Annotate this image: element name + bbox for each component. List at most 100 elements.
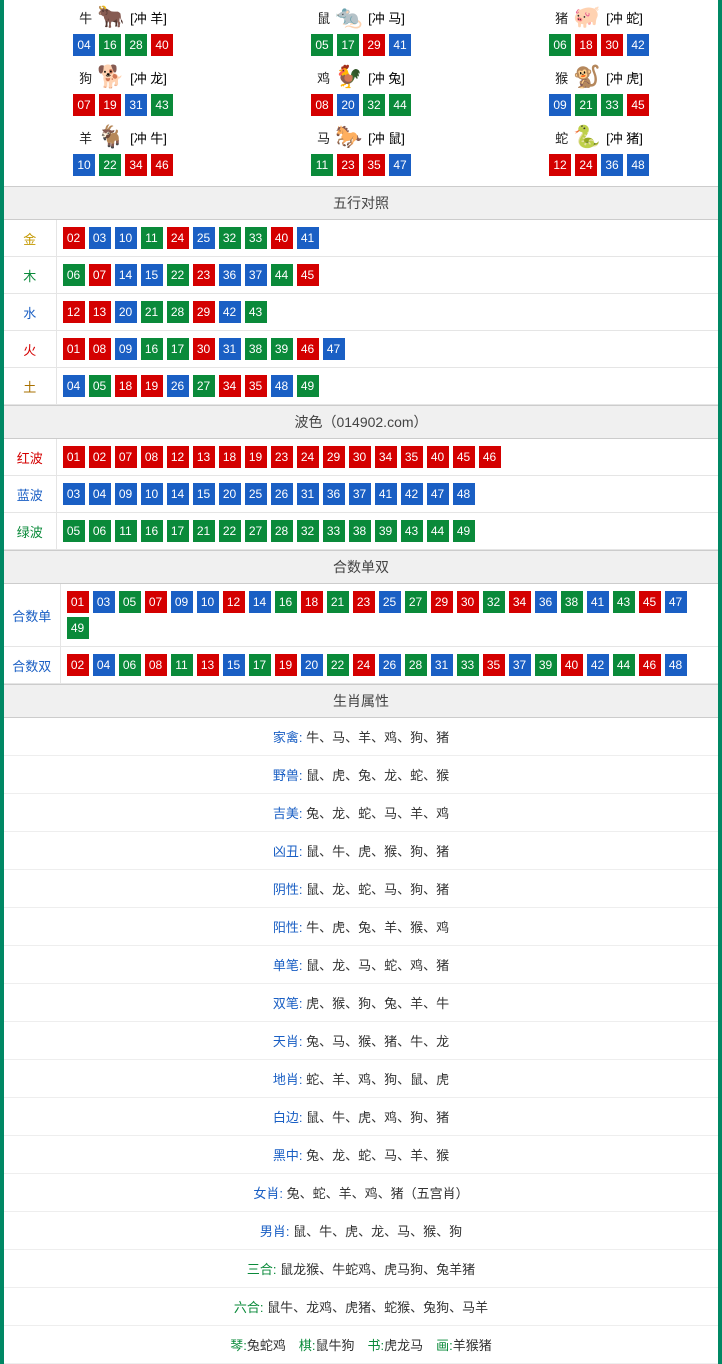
table-row: 红波0102070812131819232429303435404546 <box>4 439 718 476</box>
attr-key: 三合: <box>247 1262 280 1277</box>
number-badge: 18 <box>575 34 597 56</box>
number-badge: 23 <box>353 591 375 613</box>
number-badge: 43 <box>401 520 423 542</box>
attr-value: 鼠、牛、虎、鸡、狗、猪 <box>306 1110 449 1125</box>
zodiac-cell: 蛇🐍[冲 猪]12243648 <box>482 124 716 176</box>
zodiac-icon: 🐖 <box>570 4 604 30</box>
number-badge: 16 <box>275 591 297 613</box>
row-label: 水 <box>4 294 56 331</box>
zodiac-title: 猪🐖[冲 蛇] <box>482 4 716 30</box>
number-badge: 25 <box>379 591 401 613</box>
number-badge: 13 <box>89 301 111 323</box>
number-badge: 06 <box>119 654 141 676</box>
number-badge: 46 <box>297 338 319 360</box>
number-badge: 42 <box>401 483 423 505</box>
shuxing-list: 家禽: 牛、马、羊、鸡、狗、猪野兽: 鼠、虎、兔、龙、蛇、猴吉美: 兔、龙、蛇、… <box>4 718 718 1326</box>
number-badge: 41 <box>375 483 397 505</box>
zodiac-numbers: 08203244 <box>244 94 478 116</box>
attr-value: 羊猴猪 <box>453 1338 492 1353</box>
row-numbers: 05061116172122272832333839434449 <box>56 513 718 550</box>
attr-key: 白边: <box>273 1110 306 1125</box>
number-badge: 46 <box>639 654 661 676</box>
number-badge: 22 <box>327 654 349 676</box>
row-label: 火 <box>4 331 56 368</box>
table-row: 火0108091617303138394647 <box>4 331 718 368</box>
attr-value: 鼠牛、龙鸡、虎猪、蛇猴、兔狗、马羊 <box>267 1300 488 1315</box>
number-badge: 16 <box>141 520 163 542</box>
number-badge: 19 <box>99 94 121 116</box>
number-badge: 36 <box>601 154 623 176</box>
number-badge: 38 <box>245 338 267 360</box>
number-badge: 30 <box>601 34 623 56</box>
attr-row: 阴性: 鼠、龙、蛇、马、狗、猪 <box>4 870 718 908</box>
zodiac-conflict: [冲 龙] <box>130 68 167 87</box>
number-badge: 30 <box>349 446 371 468</box>
attr-key: 单笔: <box>273 958 306 973</box>
number-badge: 45 <box>627 94 649 116</box>
number-badge: 37 <box>509 654 531 676</box>
attr-row: 天肖: 兔、马、猴、猪、牛、龙 <box>4 1022 718 1060</box>
zodiac-numbers: 09213345 <box>482 94 716 116</box>
attr-value: 鼠龙猴、牛蛇鸡、虎马狗、兔羊猪 <box>280 1262 475 1277</box>
number-badge: 22 <box>167 264 189 286</box>
attr-row: 单笔: 鼠、龙、马、蛇、鸡、猪 <box>4 946 718 984</box>
number-badge: 10 <box>141 483 163 505</box>
attr-value: 鼠、虎、兔、龙、蛇、猴 <box>306 768 449 783</box>
zodiac-conflict: [冲 羊] <box>130 8 167 27</box>
zodiac-numbers: 07193143 <box>6 94 240 116</box>
attr-row: 地肖: 蛇、羊、鸡、狗、鼠、虎 <box>4 1060 718 1098</box>
zodiac-cell: 鼠🐀[冲 马]05172941 <box>244 4 478 56</box>
number-badge: 19 <box>245 446 267 468</box>
number-badge: 05 <box>311 34 333 56</box>
number-badge: 18 <box>301 591 323 613</box>
row-label: 土 <box>4 368 56 405</box>
heshu-table: 合数单0103050709101214161821232527293032343… <box>4 584 718 684</box>
section-header-bose: 波色（014902.com） <box>4 405 718 439</box>
number-badge: 47 <box>427 483 449 505</box>
row-numbers: 0103050709101214161821232527293032343638… <box>60 584 718 647</box>
zodiac-numbers: 04162840 <box>6 34 240 56</box>
number-badge: 04 <box>93 654 115 676</box>
number-badge: 32 <box>363 94 385 116</box>
zodiac-icon: 🐕 <box>94 64 128 90</box>
number-badge: 14 <box>115 264 137 286</box>
number-badge: 13 <box>197 654 219 676</box>
row-numbers: 0204060811131517192022242628313335373940… <box>60 647 718 684</box>
section-header-shuxing: 生肖属性 <box>4 684 718 718</box>
zodiac-cell: 猴🐒[冲 虎]09213345 <box>482 64 716 116</box>
zodiac-name: 马 <box>317 128 330 147</box>
number-badge: 17 <box>337 34 359 56</box>
number-badge: 27 <box>405 591 427 613</box>
zodiac-name: 猴 <box>555 68 568 87</box>
number-badge: 44 <box>613 654 635 676</box>
number-badge: 04 <box>73 34 95 56</box>
attr-row: 三合: 鼠龙猴、牛蛇鸡、虎马狗、兔羊猪 <box>4 1250 718 1288</box>
number-badge: 23 <box>337 154 359 176</box>
separator <box>286 1338 299 1353</box>
number-badge: 11 <box>141 227 163 249</box>
number-badge: 05 <box>63 520 85 542</box>
zodiac-title: 鸡🐓[冲 兔] <box>244 64 478 90</box>
zodiac-icon: 🐍 <box>570 124 604 150</box>
number-badge: 23 <box>193 264 215 286</box>
number-badge: 33 <box>323 520 345 542</box>
number-badge: 46 <box>479 446 501 468</box>
number-badge: 30 <box>457 591 479 613</box>
zodiac-cell: 羊🐐[冲 牛]10223446 <box>6 124 240 176</box>
number-badge: 31 <box>431 654 453 676</box>
attr-key: 凶丑: <box>273 844 306 859</box>
number-badge: 10 <box>73 154 95 176</box>
zodiac-numbers: 11233547 <box>244 154 478 176</box>
zodiac-grid: 牛🐂[冲 羊]04162840鼠🐀[冲 马]05172941猪🐖[冲 蛇]061… <box>4 0 718 186</box>
zodiac-conflict: [冲 蛇] <box>606 8 643 27</box>
number-badge: 01 <box>67 591 89 613</box>
attr-key: 画: <box>436 1338 453 1353</box>
number-badge: 24 <box>575 154 597 176</box>
attr-value: 虎龙马 <box>384 1338 423 1353</box>
number-badge: 02 <box>63 227 85 249</box>
attr-key: 棋: <box>299 1338 316 1353</box>
number-badge: 26 <box>271 483 293 505</box>
number-badge: 14 <box>249 591 271 613</box>
number-badge: 06 <box>89 520 111 542</box>
attr-row: 家禽: 牛、马、羊、鸡、狗、猪 <box>4 718 718 756</box>
